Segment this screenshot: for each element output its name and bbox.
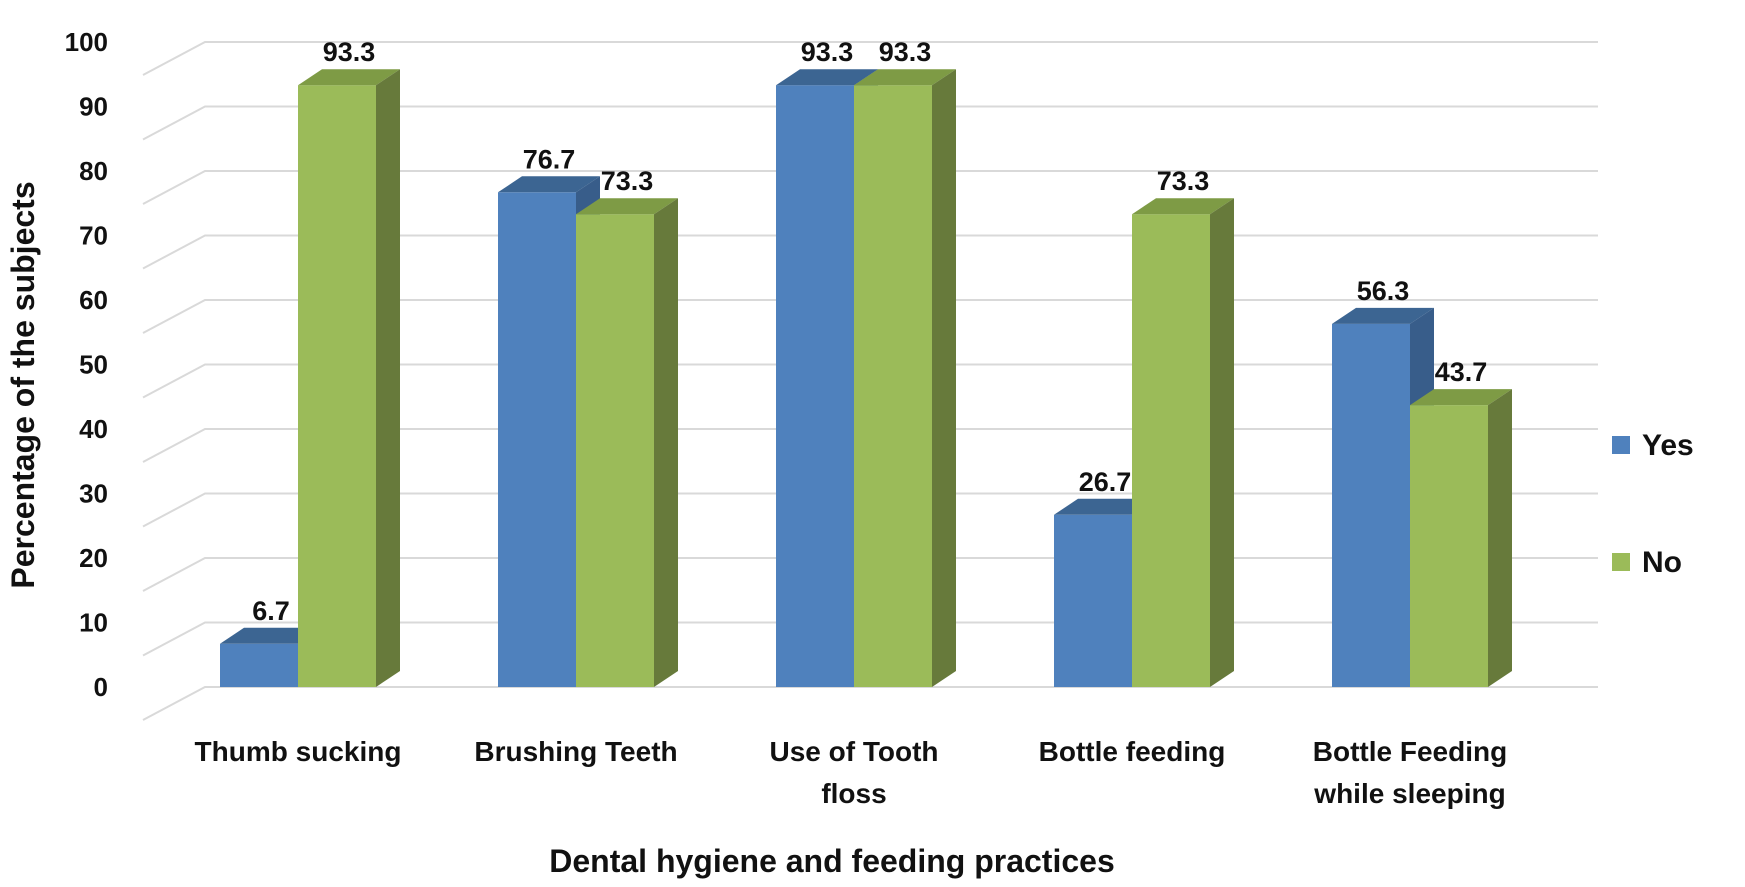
bar-front: [1410, 405, 1488, 687]
gridline: [142, 41, 1598, 76]
x-category-label: Brushing Teeth: [474, 736, 677, 767]
data-label: 93.3: [801, 37, 854, 67]
y-tick-label: 90: [79, 92, 108, 122]
y-tick-label: 0: [94, 672, 108, 702]
y-tick-label: 70: [79, 221, 108, 251]
data-label: 43.7: [1435, 357, 1488, 387]
data-label: 73.3: [601, 166, 654, 196]
legend-swatch-no: [1612, 553, 1630, 571]
gridlines: [142, 41, 1598, 721]
gridline: [142, 170, 1598, 205]
y-tick-label: 100: [65, 27, 108, 57]
bar-side: [1210, 198, 1234, 687]
bar-no-0: [298, 69, 400, 688]
x-axis-categories: Thumb sucking Brushing Teeth Use of Tooth f…: [195, 736, 1508, 809]
bar-front: [576, 214, 654, 687]
bar-top: [1410, 389, 1512, 406]
bar-top: [1332, 307, 1434, 324]
bar-no-3: [1132, 198, 1234, 687]
bar-top: [220, 627, 322, 644]
bar-front: [854, 85, 932, 688]
bar-front: [498, 192, 576, 687]
y-tick-label: 40: [79, 414, 108, 444]
bar-front: [298, 85, 376, 688]
bar-yes-4: [1332, 307, 1434, 687]
data-label: 56.3: [1357, 276, 1410, 306]
bar-side: [654, 198, 678, 687]
data-label: 73.3: [1157, 166, 1210, 196]
data-label: 26.7: [1079, 467, 1132, 497]
data-labels: 6.7 93.3 76.7 73.3 93.3 93.3 26.7 73.3 56.3 43.7: [252, 37, 1487, 626]
bar-front: [1054, 514, 1132, 687]
bar-no-2: [854, 69, 956, 688]
bar-front: [1332, 323, 1410, 687]
bar-front: [1132, 214, 1210, 687]
bar-side: [932, 69, 956, 688]
legend: Yes No: [1612, 429, 1694, 579]
bar-top: [498, 176, 600, 193]
y-tick-label: 20: [79, 543, 108, 573]
bars: [220, 69, 1512, 688]
gridline: [142, 686, 1598, 721]
x-axis-title: Dental hygiene and feeding practices: [549, 843, 1114, 879]
bar-top: [854, 69, 956, 86]
bar-no-1: [576, 198, 678, 687]
x-category-label: Bottle Feeding while sleeping: [1313, 736, 1507, 809]
x-category-label: Use of Tooth floss: [769, 736, 938, 809]
bar-no-4: [1410, 389, 1512, 687]
bar-top: [576, 198, 678, 215]
y-tick-label: 10: [79, 608, 108, 638]
bar-top: [1054, 498, 1156, 515]
y-tick-label: 50: [79, 350, 108, 380]
data-label: 93.3: [323, 37, 376, 67]
x-category-label: Bottle feeding: [1039, 736, 1226, 767]
x-category-label: Thumb sucking: [195, 736, 402, 767]
legend-label-no: No: [1642, 546, 1682, 579]
bar-side: [376, 69, 400, 688]
y-axis-title: Percentage of the subjects: [5, 181, 41, 588]
legend-label-yes: Yes: [1642, 429, 1694, 462]
bar-front: [220, 643, 298, 687]
bar-side: [1488, 389, 1512, 687]
legend-swatch-yes: [1612, 436, 1630, 454]
bar-top: [298, 69, 400, 86]
data-label: 93.3: [879, 37, 932, 67]
y-tick-label: 30: [79, 479, 108, 509]
y-tick-label: 80: [79, 156, 108, 186]
y-axis-ticks: 0 10 20 30 40 50 60 70 80 90 100: [65, 27, 108, 702]
data-label: 76.7: [523, 144, 576, 174]
data-label: 6.7: [252, 596, 290, 626]
gridline: [142, 105, 1598, 141]
bar-front: [776, 85, 854, 688]
bar-top: [776, 69, 878, 86]
y-tick-label: 60: [79, 285, 108, 315]
bar-top: [1132, 198, 1234, 215]
